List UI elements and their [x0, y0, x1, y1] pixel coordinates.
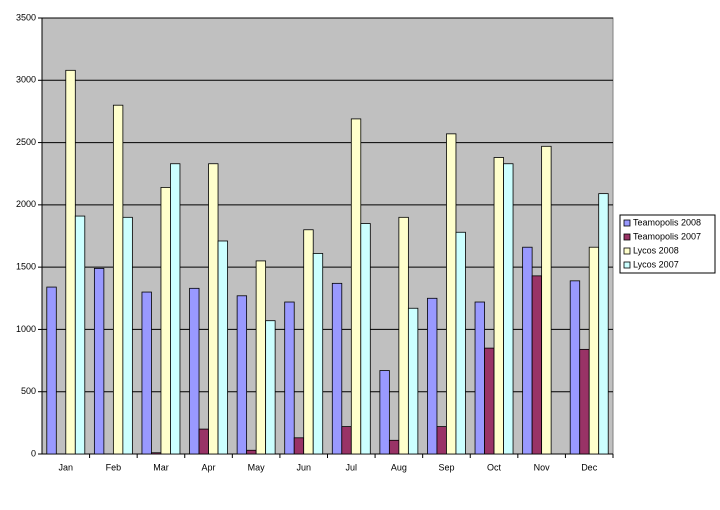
bar — [112, 104, 124, 455]
bar — [503, 163, 514, 455]
bar — [407, 307, 419, 455]
plot-area — [41, 17, 614, 455]
bar — [522, 246, 533, 455]
bar — [74, 215, 86, 455]
bar — [398, 216, 409, 455]
bar — [541, 145, 552, 455]
bar — [341, 426, 352, 455]
bar — [284, 301, 295, 455]
y-tick-label: 1000 — [16, 324, 36, 334]
bar — [303, 229, 314, 455]
bar — [265, 320, 276, 455]
x-tick-label: Sep — [438, 462, 454, 472]
bar — [208, 163, 219, 455]
bar — [446, 133, 457, 455]
x-tick-label: Mar — [153, 462, 169, 472]
y-tick-label: 2000 — [16, 199, 36, 209]
bar — [93, 267, 105, 455]
bar — [531, 275, 543, 455]
bar — [484, 347, 495, 455]
bar — [331, 282, 343, 455]
bar — [141, 291, 152, 455]
y-tick-label: 2500 — [16, 137, 36, 147]
x-tick-label: May — [248, 462, 266, 472]
legend-label: Teamopolis 2007 — [633, 231, 701, 241]
bar — [160, 187, 171, 455]
bar — [246, 449, 257, 455]
bar — [170, 163, 181, 455]
x-tick-label: Aug — [391, 462, 407, 472]
bar — [312, 253, 324, 455]
bar — [493, 157, 504, 455]
bar — [379, 370, 390, 455]
bar — [151, 452, 162, 455]
bar — [122, 216, 133, 455]
legend-swatch — [623, 233, 631, 241]
bar — [598, 193, 609, 455]
bar — [436, 426, 447, 455]
legend-label: Lycos 2008 — [633, 245, 679, 255]
y-tick-label: 500 — [21, 386, 36, 396]
x-tick-label: Apr — [202, 462, 216, 472]
bar — [189, 287, 200, 455]
y-tick-label: 1500 — [16, 262, 36, 272]
bar — [569, 280, 581, 455]
bar — [474, 301, 485, 455]
x-tick-label: Oct — [487, 462, 502, 472]
bar — [588, 246, 600, 455]
bar — [293, 437, 305, 455]
x-tick-label: Jan — [59, 462, 74, 472]
bar — [455, 231, 466, 455]
legend-swatch — [623, 219, 631, 227]
y-tick-label: 3500 — [16, 12, 36, 22]
y-tick-label: 3000 — [16, 75, 36, 85]
legend-swatch — [623, 261, 631, 269]
x-tick-label: Feb — [106, 462, 122, 472]
x-tick-label: Dec — [581, 462, 598, 472]
bar — [579, 348, 590, 455]
x-tick-label: Nov — [534, 462, 551, 472]
bar — [427, 297, 438, 455]
bar — [350, 118, 362, 455]
legend-label: Lycos 2007 — [633, 259, 679, 269]
bar — [255, 260, 267, 455]
legend-label: Teamopolis 2008 — [633, 217, 701, 227]
bar — [46, 286, 57, 455]
bar — [388, 439, 400, 455]
x-tick-label: Jun — [296, 462, 311, 472]
bar — [360, 223, 371, 455]
bar — [217, 240, 228, 455]
legend-box — [619, 214, 716, 274]
bar — [236, 295, 248, 455]
y-tick-label: 0 — [31, 448, 36, 458]
legend-swatch — [623, 247, 631, 255]
bar — [198, 428, 209, 455]
x-tick-label: Jul — [346, 462, 358, 472]
bar — [65, 69, 76, 455]
